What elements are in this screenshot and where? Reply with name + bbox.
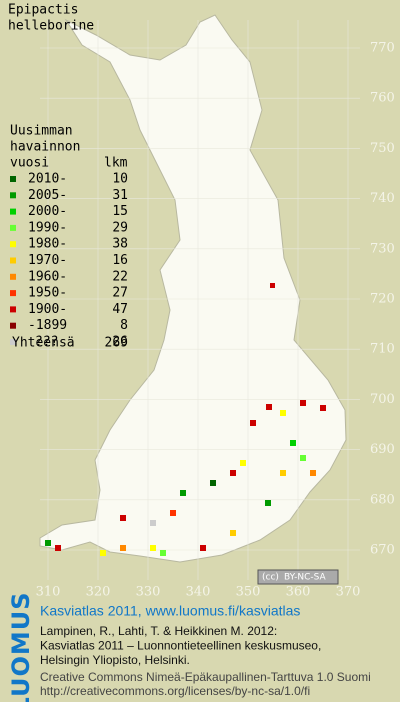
title: helleborine [8,19,94,34]
logo: LUOMUS [7,592,35,702]
legend-swatch [10,306,16,313]
license-badge: (cc) BY-NC-SA [257,569,339,585]
legend-label: 1960- [28,269,67,284]
grid-y-label: 710 [370,342,395,357]
legend-label: 1980- [28,237,67,252]
legend-count: 47 [112,302,128,317]
citation: Kasviatlas 2011 – Luonnontieteellinen ke… [40,639,321,653]
headline: Kasviatlas 2011, www.luomus.fi/kasviatla… [40,603,300,619]
citation: Helsingin Yliopisto, Helsinki. [40,653,190,667]
legend-swatch [10,290,16,297]
grid-x-label: 340 [186,585,211,600]
legend-label: 1950- [28,286,67,301]
legend-header: vuosi [10,156,49,171]
badge-text: BY-NC-SA [284,573,327,583]
legend-header: havainnon [10,140,80,155]
legend-count: 38 [112,237,128,252]
legend-label: 1990- [28,220,67,235]
grid-y-label: 700 [370,392,395,407]
legend-count: 8 [120,318,128,333]
observations [45,283,326,556]
grid-y-label: 770 [370,41,395,56]
legend-label: 1900- [28,302,67,317]
license: Creative Commons Nimeä-Epäkaupallinen-Ta… [40,670,371,684]
finland [39,14,347,563]
legend-label: 1970- [28,253,67,268]
legend-count: 15 [112,204,128,219]
legend-swatch [10,273,16,280]
legend-swatch [10,322,16,329]
legend-count: 31 [112,188,128,203]
grid-y-label: 750 [370,141,395,156]
svg-text:(cc): (cc) [262,573,279,583]
grid-y-label: 760 [370,91,395,106]
grid [40,20,360,580]
grid-y-label: 670 [370,543,395,558]
legend-count: 10 [112,172,128,187]
grid-x-label: 350 [236,585,261,600]
legend-swatch [10,208,16,215]
legend-count: 27 [112,286,128,301]
legend-swatch [10,257,16,264]
grid-y-label: 690 [370,442,395,457]
legend-count: 16 [112,253,128,268]
legend-swatch [10,176,16,182]
grid-y-label: 730 [370,241,395,256]
legend-count: 29 [112,220,128,235]
legend-count: 22 [112,269,128,284]
legend-swatch [10,224,16,231]
total-label: Yhteensä [12,336,75,351]
legend-swatch [10,241,16,248]
grid-y-label: 740 [370,191,395,206]
legend-swatch [10,339,16,345]
grid-x-label: 320 [86,585,111,600]
grid-y-label: 680 [370,492,395,507]
legend-label: -1899 [28,318,67,333]
citation: Lampinen, R., Lahti, T. & Heikkinen M. 2… [40,624,277,638]
license: http://creativecommons.org/licenses/by-n… [40,684,310,698]
legend-label: 2005- [28,188,67,203]
legend-label: 2000- [28,204,67,219]
grid-x-label: 360 [286,585,311,600]
legend-count: 26 [112,335,128,350]
legend-label: 2010- [28,172,67,187]
legend-count-header: lkm [104,156,128,171]
legend-swatch [10,192,16,199]
title: Epipactis [8,3,78,18]
grid-y-label: 720 [370,292,395,307]
grid-x-label: 370 [336,585,361,600]
legend-label: ??? [35,335,58,350]
grid-x-label: 330 [136,585,161,600]
total: 269 [105,336,128,351]
grid-x-label: 310 [36,585,61,600]
legend-header: Uusimman [10,124,73,139]
